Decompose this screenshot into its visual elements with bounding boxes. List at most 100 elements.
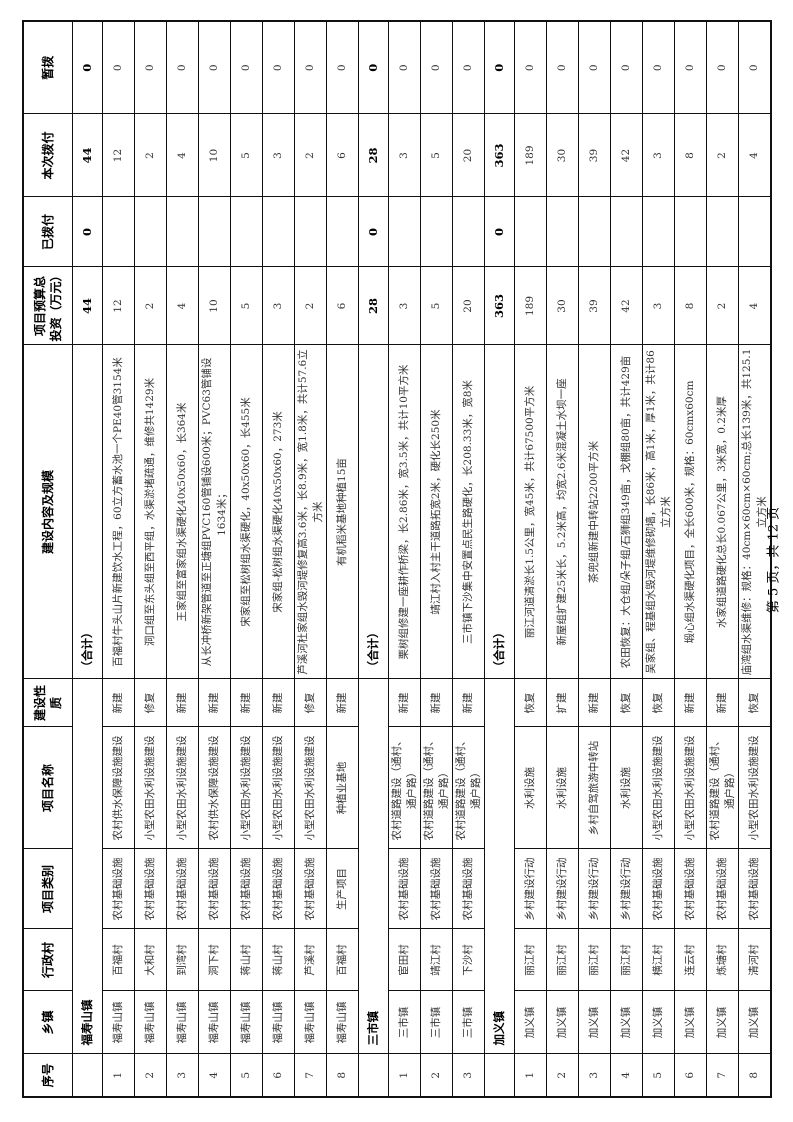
cell-current: 3 xyxy=(642,114,675,197)
cell-budget: 2 xyxy=(706,267,739,345)
cell-project: 水利设施 xyxy=(514,727,547,849)
total-current: 363 xyxy=(484,114,515,197)
cell-no: 4 xyxy=(198,1054,231,1097)
cell-budget: 189 xyxy=(514,267,547,345)
cell-current: 12 xyxy=(102,114,135,197)
cell-current: 20 xyxy=(452,114,485,197)
cell-village: 洞下村 xyxy=(198,929,231,991)
cell-village: 蒋山村 xyxy=(262,929,295,991)
cell-content: 茶兜组新建中转站2200平方米 xyxy=(578,345,611,679)
cell-no: 5 xyxy=(642,1054,675,1097)
cell-project: 种植业基地 xyxy=(326,727,359,849)
cell-paid xyxy=(546,197,579,267)
cell-village: 清河村 xyxy=(738,929,771,991)
cell-category: 农村基础设施 xyxy=(294,849,327,929)
cell-budget: 3 xyxy=(642,267,675,345)
empty-cell xyxy=(358,1054,389,1097)
cell-budget: 8 xyxy=(674,267,707,345)
cell-content: 宋家组至松树组水渠硬化，40x50x60，长455米 xyxy=(230,345,263,679)
cell-project: 水利设施 xyxy=(610,727,643,849)
cell-village: 炼塘村 xyxy=(706,929,739,991)
header-nature: 建设性质 xyxy=(23,679,73,727)
cell-project: 农村供水保障设施建设 xyxy=(198,727,231,849)
cell-town: 加义镇 xyxy=(514,991,547,1054)
total-current: 44 xyxy=(72,114,103,197)
town-group-name: 福寿山镇 xyxy=(72,679,103,1054)
cell-town: 加义镇 xyxy=(642,991,675,1054)
cell-temp: 0 xyxy=(706,21,739,114)
total-temp: 0 xyxy=(484,21,515,114)
cell-category: 农村基础设施 xyxy=(102,849,135,929)
cell-no: 1 xyxy=(514,1054,547,1097)
cell-current: 4 xyxy=(738,114,771,197)
cell-category: 农村基础设施 xyxy=(134,849,167,929)
cell-temp: 0 xyxy=(388,21,421,114)
town-group-name: 三市镇 xyxy=(358,679,389,1054)
table-row: 2 福寿山镇 大和村 农村基础设施 小型农田水利设施建设 修复 洞口组至东头组至西平组，水渠… xyxy=(134,21,167,1097)
cell-paid xyxy=(102,197,135,267)
cell-town: 加义镇 xyxy=(738,991,771,1054)
cell-project: 农村道路建设（通村、通户路） xyxy=(420,727,453,849)
cell-no: 2 xyxy=(546,1054,579,1097)
cell-village: 蒋山村 xyxy=(230,929,263,991)
cell-project: 农村供水保障设施建设 xyxy=(102,727,135,849)
cell-category: 农村基础设施 xyxy=(230,849,263,929)
cell-category: 生产项目 xyxy=(326,849,359,929)
cell-paid xyxy=(166,197,199,267)
cell-no: 2 xyxy=(420,1054,453,1097)
table-row: 8 福寿山镇 百福村 生产项目 种植业基地 新建 有机稻米基地种植15亩 6 6 0 xyxy=(326,21,359,1097)
cell-village: 百福村 xyxy=(102,929,135,991)
cell-town: 加义镇 xyxy=(546,991,579,1054)
cell-category: 农村基础设施 xyxy=(198,849,231,929)
cell-nature: 新建 xyxy=(674,679,707,727)
cell-no: 3 xyxy=(452,1054,485,1097)
total-temp: 0 xyxy=(358,21,389,114)
cell-temp: 0 xyxy=(134,21,167,114)
cell-temp: 0 xyxy=(326,21,359,114)
cell-town: 福寿山镇 xyxy=(294,991,327,1054)
cell-nature: 恢复 xyxy=(738,679,771,727)
cell-project: 小型农田水利设施建设 xyxy=(230,727,263,849)
cell-town: 加义镇 xyxy=(674,991,707,1054)
empty-cell xyxy=(72,1054,103,1097)
table-row: 1 加义镇 丽江村 乡村建设行动 水利设施 恢复 丽江河道清淤长1.5公里，宽45米，共计6… xyxy=(514,21,547,1097)
cell-budget: 6 xyxy=(326,267,359,345)
cell-village: 下沙村 xyxy=(452,929,485,991)
cell-budget: 3 xyxy=(262,267,295,345)
cell-no: 8 xyxy=(326,1054,359,1097)
cell-paid xyxy=(578,197,611,267)
cell-nature: 新建 xyxy=(102,679,135,727)
header-no: 序号 xyxy=(23,1054,73,1097)
cell-project: 小型农田水利设施建设 xyxy=(166,727,199,849)
cell-nature: 修复 xyxy=(294,679,327,727)
cell-no: 1 xyxy=(388,1054,421,1097)
cell-village: 芦溪村 xyxy=(294,929,327,991)
total-budget: 44 xyxy=(72,267,103,345)
cell-village: 大和村 xyxy=(134,929,167,991)
total-paid: 0 xyxy=(484,197,515,267)
header-content: 建设内容及规模 xyxy=(23,345,73,679)
cell-village: 连云村 xyxy=(674,929,707,991)
cell-content: 有机稻米基地种植15亩 xyxy=(326,345,359,679)
cell-town: 三市镇 xyxy=(388,991,421,1054)
cell-budget: 4 xyxy=(738,267,771,345)
header-row: 序号 乡镇 行政村 项目类别 项目名称 建设性质 建设内容及规模 项目预算总投资（万元） 已拨付… xyxy=(23,21,73,1097)
cell-budget: 4 xyxy=(166,267,199,345)
total-paid: 0 xyxy=(358,197,389,267)
cell-category: 农村基础设施 xyxy=(166,849,199,929)
group-total-row: 加义镇 （合计） 363 0 363 0 xyxy=(484,21,515,1097)
cell-temp: 0 xyxy=(674,21,707,114)
cell-village: 宦田村 xyxy=(388,929,421,991)
table-row: 3 加义镇 丽江村 乡村建设行动 乡村自驾旅游中转站 新建 茶兜组新建中转站2200平方米 3… xyxy=(578,21,611,1097)
cell-content: 三市镇下沙集中安置点民生路硬化，长208.33米，宽8米 xyxy=(452,345,485,679)
cell-town: 三市镇 xyxy=(452,991,485,1054)
cell-current: 42 xyxy=(610,114,643,197)
cell-content: 宋家组-松树组水渠硬化40x50x60，273米 xyxy=(262,345,295,679)
table-row: 5 加义镇 横江村 农村基础设施 小型农田水利设施建设 恢复 吴家组、程基组水毁河堤维修砌墙… xyxy=(642,21,675,1097)
cell-project: 水利设施 xyxy=(546,727,579,849)
cell-nature: 新建 xyxy=(578,679,611,727)
cell-current: 6 xyxy=(326,114,359,197)
cell-project: 小型农田水利设施建设 xyxy=(642,727,675,849)
cell-temp: 0 xyxy=(452,21,485,114)
cell-category: 农村基础设施 xyxy=(262,849,295,929)
